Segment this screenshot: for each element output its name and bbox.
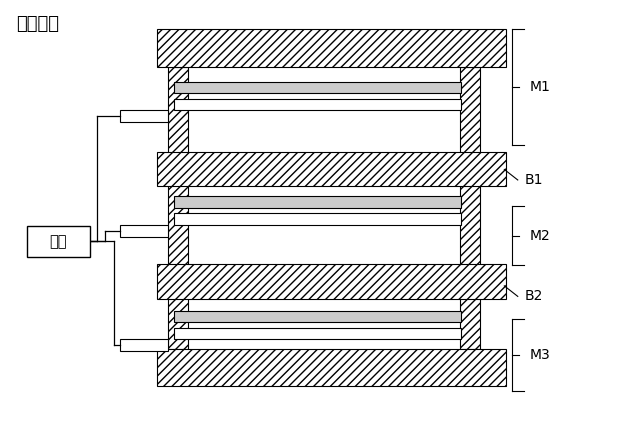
Text: M1: M1 bbox=[530, 80, 551, 94]
Bar bbox=[157, 349, 506, 386]
Text: 負荷: 負荷 bbox=[49, 234, 67, 249]
Bar bbox=[120, 225, 168, 237]
Text: M3: M3 bbox=[530, 348, 550, 362]
Bar bbox=[174, 311, 461, 322]
Text: 【図８】: 【図８】 bbox=[16, 15, 59, 33]
Text: B2: B2 bbox=[524, 289, 543, 304]
Bar bbox=[174, 328, 461, 339]
Bar bbox=[27, 226, 90, 257]
Text: M2: M2 bbox=[530, 229, 550, 243]
Text: B1: B1 bbox=[524, 173, 543, 187]
Bar bbox=[174, 213, 461, 225]
Bar bbox=[174, 82, 461, 93]
Bar bbox=[168, 67, 188, 349]
Bar bbox=[157, 264, 506, 299]
Bar bbox=[174, 196, 461, 208]
Bar bbox=[157, 152, 506, 186]
Bar bbox=[174, 99, 461, 110]
Bar bbox=[157, 29, 506, 67]
Bar bbox=[120, 110, 168, 122]
Bar bbox=[120, 339, 168, 351]
Bar bbox=[460, 67, 480, 349]
